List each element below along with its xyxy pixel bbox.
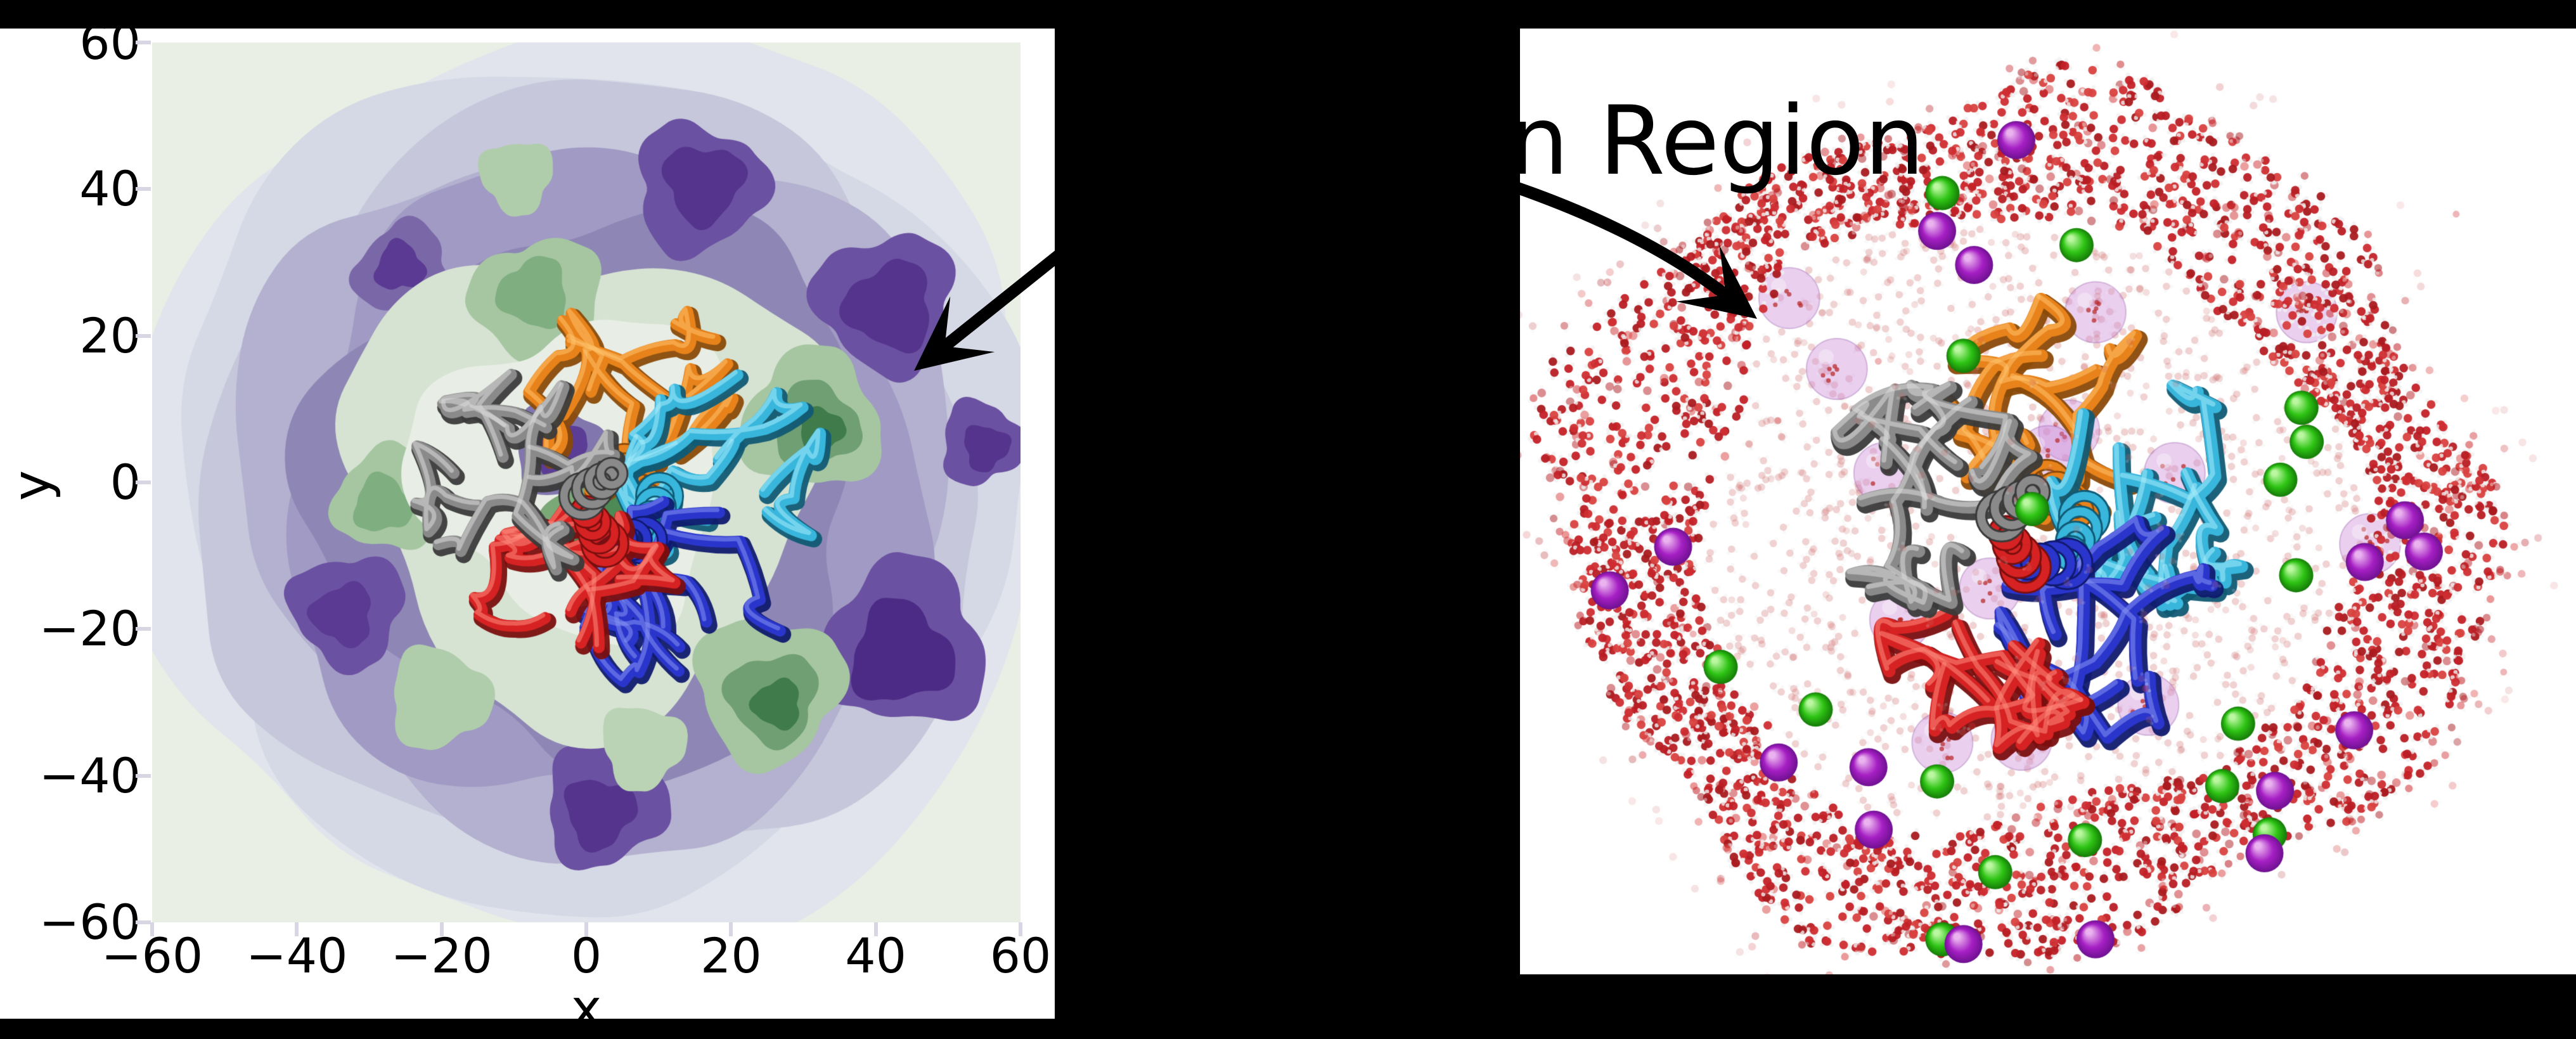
x-tick-mark: [1019, 922, 1022, 936]
density-contour-canvas: [152, 42, 1021, 922]
y-tick-mark: [136, 481, 151, 484]
y-tick-label: 60: [79, 14, 141, 70]
y-tick-mark: [136, 773, 151, 778]
x-tick-label: 20: [700, 927, 762, 984]
x-tick-label: 60: [989, 927, 1052, 984]
y-tick-mark: [136, 41, 151, 44]
x-tick-label: 40: [845, 927, 907, 984]
x-tick-mark: [584, 922, 588, 936]
y-tick-mark: [136, 333, 151, 338]
x-tick-label: −60: [101, 927, 203, 984]
x-tick-mark: [439, 922, 444, 936]
x-tick-mark: [150, 922, 154, 936]
y-tick-label: −20: [39, 600, 141, 657]
y-tick-mark: [136, 920, 151, 924]
y-tick-label: −40: [39, 747, 141, 804]
y-tick-label: 20: [79, 307, 141, 364]
y-tick-label: 0: [110, 454, 141, 510]
solvated-system-panel: n Region: [1520, 29, 2576, 974]
x-tick-mark: [729, 922, 733, 936]
y-tick-mark: [136, 627, 151, 631]
y-tick-label: 40: [79, 160, 141, 217]
x-tick-mark: [873, 922, 878, 936]
y-tick-label: −60: [39, 894, 141, 950]
x-tick-mark: [295, 922, 299, 936]
x-tick-label: −20: [390, 927, 493, 984]
region-label: n Region: [1520, 86, 1925, 197]
x-tick-label: −40: [246, 927, 348, 984]
x-axis-label: x: [570, 979, 602, 1039]
y-axis-label: y: [2, 470, 62, 501]
x-tick-label: 0: [570, 927, 602, 984]
density-plot-panel: 60 40 20 0 −20 −40 −60 −60 −40 −20 0 20 40 60 x y: [0, 14, 1055, 1038]
y-tick-mark: [136, 187, 151, 191]
